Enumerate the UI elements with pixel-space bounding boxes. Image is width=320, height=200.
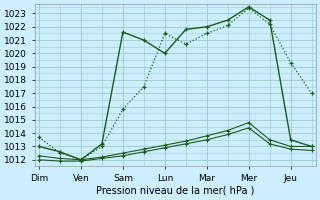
X-axis label: Pression niveau de la mer( hPa ): Pression niveau de la mer( hPa )	[96, 186, 254, 196]
